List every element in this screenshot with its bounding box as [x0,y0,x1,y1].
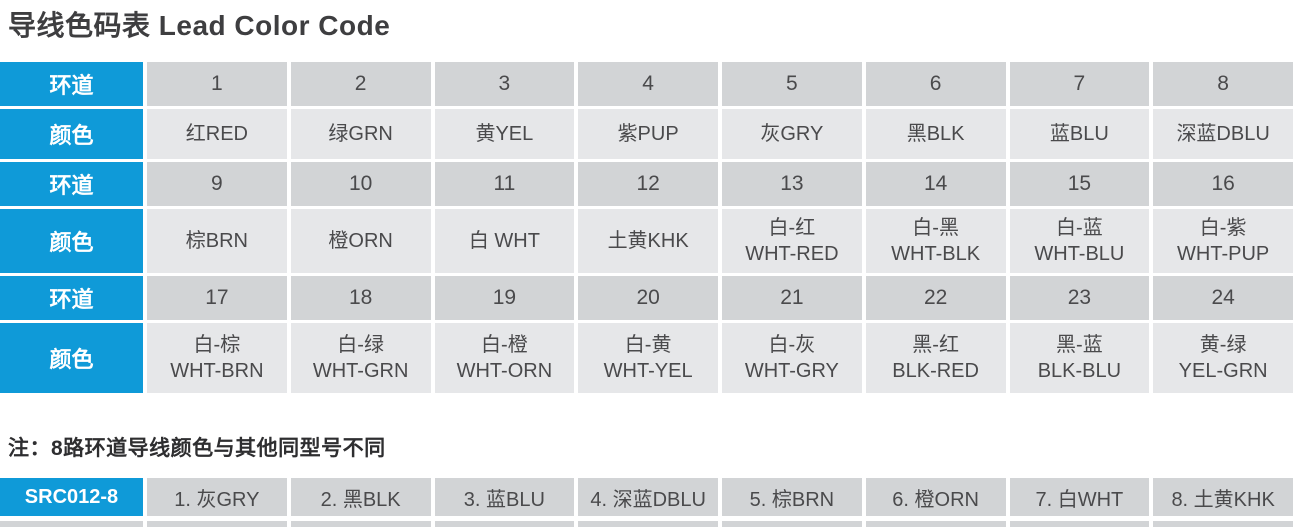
page-title: 导线色码表 Lead Color Code [8,10,391,41]
color-cell: 白-绿 WHT-GRN [290,323,431,393]
channel-cell: 9 [147,162,287,206]
color-cell: 白-灰 WHT-GRY [722,323,862,393]
channel-cell: 11 [434,162,575,206]
channel-cell: 14 [865,162,1006,206]
color-cell: 紫PUP [578,109,718,159]
cutoff-cell [434,521,575,527]
color-cell: 白-黑 WHT-BLK [865,209,1006,273]
color-cell: 白-红 WHT-RED [722,209,862,273]
lead-cell: 6. 橙ORN [865,478,1006,516]
color-cell: 黄YEL [434,109,575,159]
lead-cell: 2. 黑BLK [290,478,431,516]
channel-cell: 4 [578,62,718,106]
color-cell: 橙ORN [290,209,431,273]
lead-cell: 7. 白WHT [1009,478,1150,516]
cutoff-cell [0,521,143,527]
channel-cell: 22 [865,276,1006,320]
color-cell: 白-蓝 WHT-BLU [1009,209,1150,273]
channel-cell: 12 [578,162,718,206]
channel-cell: 24 [1153,276,1293,320]
color-cell: 棕BRN [147,209,287,273]
cutoff-cell [865,521,1006,527]
row-header-color: 颜色 [0,109,143,159]
cutoff-cell [147,521,287,527]
src012-8-table: SRC012-8 1. 灰GRY 2. 黑BLK 3. 蓝BLU 4. 深蓝DB… [0,478,1293,516]
lead-color-code-table: 环道 1 2 3 4 5 6 7 8 颜色 红RED 绿GRN 黄YEL 紫PU… [0,62,1293,393]
cutoff-cell [1009,521,1150,527]
row-header-channel: 环道 [0,162,143,206]
color-cell: 白 WHT [434,209,575,273]
color-cell: 白-紫 WHT-PUP [1153,209,1293,273]
row-header-color: 颜色 [0,209,143,273]
color-cell: 白-棕 WHT-BRN [147,323,287,393]
lead-cell: 4. 深蓝DBLU [578,478,718,516]
channel-cell: 1 [147,62,287,106]
channel-cell: 17 [147,276,287,320]
channel-cell: 21 [722,276,862,320]
color-cell: 黑-红 BLK-RED [865,323,1006,393]
color-cell: 深蓝DBLU [1153,109,1293,159]
color-cell: 黑-蓝 BLK-BLU [1009,323,1150,393]
channel-cell: 15 [1009,162,1150,206]
row-header-channel: 环道 [0,276,143,320]
channel-cell: 19 [434,276,575,320]
color-cell: 红RED [147,109,287,159]
channel-cell: 23 [1009,276,1150,320]
channel-cell: 20 [578,276,718,320]
lead-cell: 3. 蓝BLU [434,478,575,516]
lead-cell: 8. 土黄KHK [1153,478,1293,516]
channel-cell: 10 [290,162,431,206]
channel-cell: 3 [434,62,575,106]
channel-cell: 8 [1153,62,1293,106]
lead-cell: 5. 棕BRN [722,478,862,516]
channel-cell: 2 [290,62,431,106]
model-cell: SRC012-8 [0,478,143,516]
note-text: 注：8路环道导线颜色与其他同型号不同 [8,437,386,460]
channel-cell: 6 [865,62,1006,106]
color-cell: 白-黄 WHT-YEL [578,323,718,393]
channel-cell: 7 [1009,62,1150,106]
cutoff-cell [578,521,718,527]
row-header-color: 颜色 [0,323,143,393]
channel-cell: 13 [722,162,862,206]
channel-cell: 5 [722,62,862,106]
color-cell: 黑BLK [865,109,1006,159]
color-cell: 灰GRY [722,109,862,159]
next-row-cutoff-strip [0,521,1293,527]
channel-cell: 18 [290,276,431,320]
row-header-channel: 环道 [0,62,143,106]
cutoff-cell [1153,521,1293,527]
cutoff-cell [722,521,862,527]
color-cell: 白-橙 WHT-ORN [434,323,575,393]
cutoff-cell [290,521,431,527]
lead-cell: 1. 灰GRY [147,478,287,516]
color-cell: 蓝BLU [1009,109,1150,159]
color-cell: 绿GRN [290,109,431,159]
color-cell: 黄-绿 YEL-GRN [1153,323,1293,393]
color-cell: 土黄KHK [578,209,718,273]
channel-cell: 16 [1153,162,1293,206]
